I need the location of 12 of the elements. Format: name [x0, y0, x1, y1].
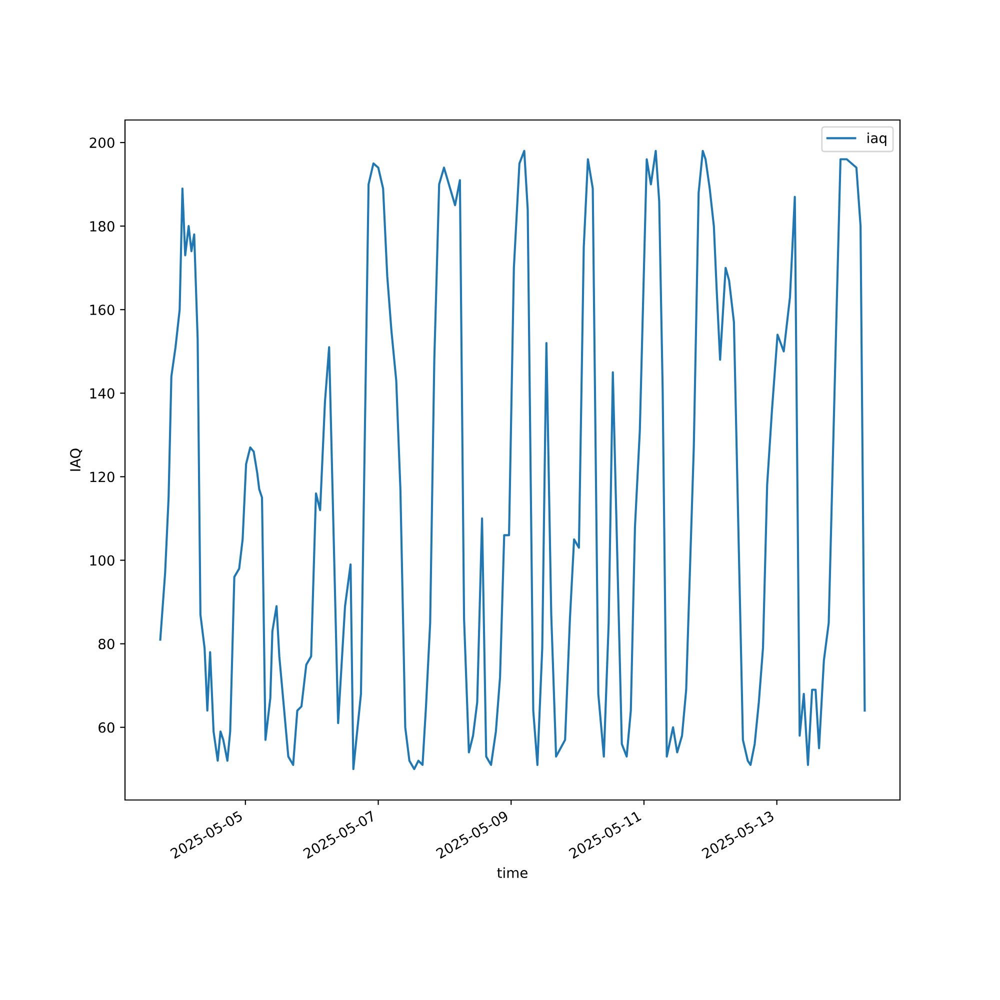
y-tick-label: 180: [90, 221, 114, 232]
y-tick-label: 100: [90, 555, 114, 566]
y-tick-label: 200: [90, 138, 114, 148]
y-tick-label: 120: [90, 472, 114, 482]
y-tick-label: 60: [98, 722, 114, 733]
y-tick-label: 140: [90, 388, 114, 399]
x-axis-title: time: [497, 867, 528, 878]
line-series: [159, 150, 866, 770]
y-tick-label: 80: [98, 638, 114, 650]
y-tick-label: 160: [90, 304, 114, 316]
y-axis-title: IAQ: [70, 448, 82, 471]
legend-label: iaq: [868, 132, 886, 146]
